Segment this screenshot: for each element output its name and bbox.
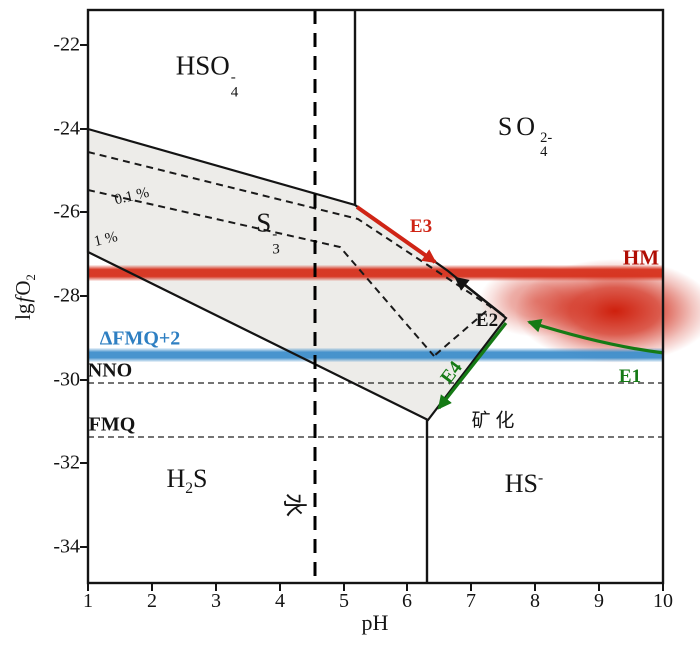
e2-label: E2 <box>475 310 499 331</box>
y-tick-label: -24 <box>53 117 80 140</box>
x-tick-label: 4 <box>275 590 285 612</box>
e3-arrow <box>355 205 437 264</box>
region-label-hso4: HSO -4 <box>176 51 239 102</box>
hso4-base: HSO <box>175 50 230 81</box>
region-label-s3: S-3 <box>256 208 280 259</box>
h2s-pre: H <box>166 463 186 493</box>
x-tick-label: 3 <box>211 590 221 612</box>
mineralization-label: 矿 化 <box>471 410 515 432</box>
red-cloud-fade <box>479 265 595 337</box>
x-tick-label: 5 <box>339 590 349 612</box>
hs-sup: - <box>538 469 544 487</box>
axis-ticks <box>80 44 664 591</box>
h2s-sub: 2 <box>185 480 194 498</box>
y-axis-title: lgfO2 <box>11 274 39 320</box>
hso4-charge: -4 <box>230 69 239 101</box>
y-tick-label: -34 <box>53 535 80 558</box>
region-label-so4: SO 2- 4 <box>498 112 552 160</box>
x-tick-label: 7 <box>466 590 476 612</box>
s3-contour-1pct <box>87 189 435 357</box>
h2s-post: S <box>193 463 208 493</box>
so4-base: SO <box>497 111 540 141</box>
y-title-lg: lg <box>10 303 35 320</box>
y-title-sub: 2 <box>24 274 39 281</box>
dfmq2-buffer-band <box>88 348 663 362</box>
x-tick-label: 2 <box>147 590 157 612</box>
x-tick-label: 10 <box>653 590 673 612</box>
nno-label: NNO <box>87 359 133 382</box>
e4-arrow <box>437 322 508 410</box>
hs-base: HS <box>504 469 539 498</box>
region-label-hs: HS- <box>505 469 543 499</box>
y-tick-label: -32 <box>53 451 80 474</box>
fmq-label: FMQ <box>88 413 136 436</box>
x-axis-title: pH <box>361 610 389 635</box>
water-label: 水 <box>280 493 307 517</box>
y-title-f: f <box>10 296 35 303</box>
x-tick-label: 9 <box>594 590 604 612</box>
e3-label: E3 <box>409 216 433 237</box>
dfmq2-label: ΔFMQ+2 <box>99 327 181 350</box>
y-tick-label: -22 <box>53 33 80 56</box>
y-title-O: O <box>10 280 35 296</box>
x-tick-label: 6 <box>402 590 412 612</box>
y-tick-label: -28 <box>53 284 80 307</box>
x-tick-label: 8 <box>530 590 540 612</box>
so4-charge: 2- 4 <box>540 129 553 161</box>
x-tick-label: 1 <box>83 590 93 612</box>
e2-arrow <box>454 276 505 317</box>
e1-arrow <box>527 318 665 355</box>
region-label-h2s: H2S <box>166 464 207 498</box>
y-tick-label: -30 <box>53 368 80 391</box>
s3-base: S <box>256 207 272 238</box>
e1-label: E1 <box>618 366 642 387</box>
hm-buffer-band <box>88 265 663 281</box>
y-tick-label: -26 <box>53 200 80 223</box>
s3-charge: -3 <box>272 226 280 258</box>
hm-label: HM <box>622 245 660 270</box>
